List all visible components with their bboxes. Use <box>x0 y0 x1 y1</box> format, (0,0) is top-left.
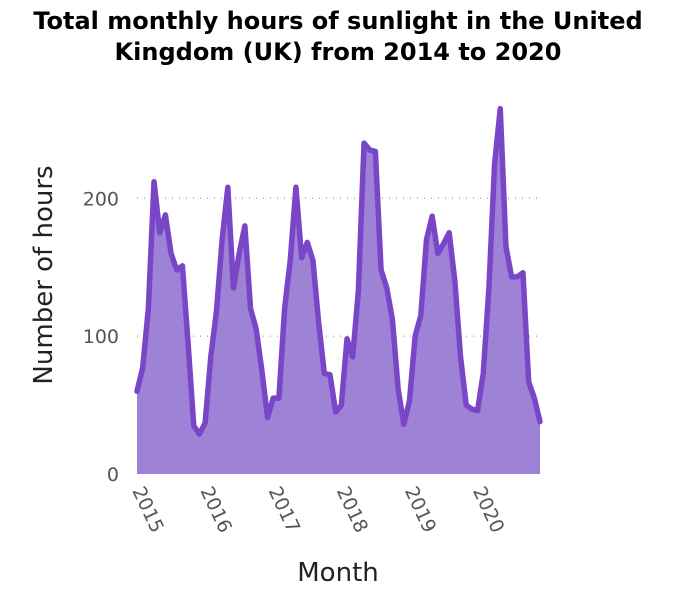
data-point <box>413 334 417 338</box>
data-point <box>470 407 474 411</box>
y-axis-ticks: 0 100 200 <box>83 188 119 486</box>
x-axis-ticks: 2015 2016 2017 2018 2019 2020 <box>127 483 508 536</box>
data-point <box>481 371 485 375</box>
data-point <box>300 256 304 260</box>
data-point <box>180 264 184 268</box>
x-tick-label: 2016 <box>196 483 236 536</box>
data-point <box>379 268 383 272</box>
data-point <box>311 258 315 262</box>
data-point <box>396 387 400 391</box>
data-point <box>339 403 343 407</box>
data-point <box>515 275 519 279</box>
data-point <box>294 185 298 189</box>
x-tick-label: 2015 <box>127 483 167 536</box>
y-tick-label: 0 <box>107 464 119 486</box>
data-point <box>317 320 321 324</box>
data-point <box>351 355 355 359</box>
x-tick-label: 2020 <box>468 483 508 536</box>
data-point <box>277 396 281 400</box>
data-point <box>368 148 372 152</box>
data-point <box>231 286 235 290</box>
data-point <box>305 240 309 244</box>
data-point <box>356 289 360 293</box>
data-point <box>192 424 196 428</box>
data-point <box>203 421 207 425</box>
data-point <box>152 180 156 184</box>
data-point <box>271 396 275 400</box>
x-tick-label: 2019 <box>400 483 440 536</box>
data-point <box>197 432 201 436</box>
data-point <box>328 373 332 377</box>
series-line <box>134 105 543 437</box>
data-point <box>249 307 253 311</box>
data-point <box>436 251 440 255</box>
data-point <box>442 242 446 246</box>
data-point <box>169 251 173 255</box>
data-point <box>459 355 463 359</box>
x-tick-label: 2017 <box>264 483 304 536</box>
data-point <box>322 371 326 375</box>
data-point <box>254 327 258 331</box>
data-point <box>447 231 451 235</box>
data-point <box>334 410 338 414</box>
data-point <box>158 231 162 235</box>
data-point <box>385 286 389 290</box>
data-point <box>220 238 224 242</box>
data-point <box>260 369 264 373</box>
data-point <box>266 415 270 419</box>
data-point <box>464 403 468 407</box>
data-point <box>390 318 394 322</box>
data-point <box>493 162 497 166</box>
data-point <box>402 422 406 426</box>
data-point <box>373 149 377 153</box>
data-point <box>476 409 480 413</box>
data-point <box>226 185 230 189</box>
data-point <box>141 366 145 370</box>
data-point <box>510 275 514 279</box>
data-point <box>407 399 411 403</box>
data-point <box>532 396 536 400</box>
data-point <box>135 389 139 393</box>
data-point <box>362 141 366 145</box>
data-point <box>243 224 247 228</box>
data-point <box>453 279 457 283</box>
data-point <box>186 341 190 345</box>
grid-lines <box>137 197 540 337</box>
y-axis-title: Number of hours <box>29 165 59 384</box>
data-point <box>538 420 542 424</box>
y-tick-label: 100 <box>83 326 119 348</box>
data-point <box>163 213 167 217</box>
data-point <box>487 286 491 290</box>
data-point <box>288 258 292 262</box>
x-tick-label: 2018 <box>332 483 372 536</box>
chart-title-line-2: Kingdom (UK) from 2014 to 2020 <box>115 38 562 66</box>
data-point <box>521 271 525 275</box>
chart-title: Total monthly hours of sunlight in the U… <box>33 7 642 66</box>
data-point <box>345 337 349 341</box>
data-point <box>419 313 423 317</box>
data-point <box>424 238 428 242</box>
data-point <box>430 214 434 218</box>
data-point <box>146 307 150 311</box>
data-point <box>283 307 287 311</box>
data-point <box>504 245 508 249</box>
data-point <box>209 355 213 359</box>
area-fill <box>137 108 540 475</box>
chart-title-line-1: Total monthly hours of sunlight in the U… <box>33 7 642 35</box>
data-point <box>214 309 218 313</box>
data-point <box>498 107 502 111</box>
y-tick-label: 200 <box>83 188 119 210</box>
x-axis-title: Month <box>297 558 379 588</box>
data-point <box>527 380 531 384</box>
data-point <box>175 268 179 272</box>
data-point <box>237 251 241 255</box>
